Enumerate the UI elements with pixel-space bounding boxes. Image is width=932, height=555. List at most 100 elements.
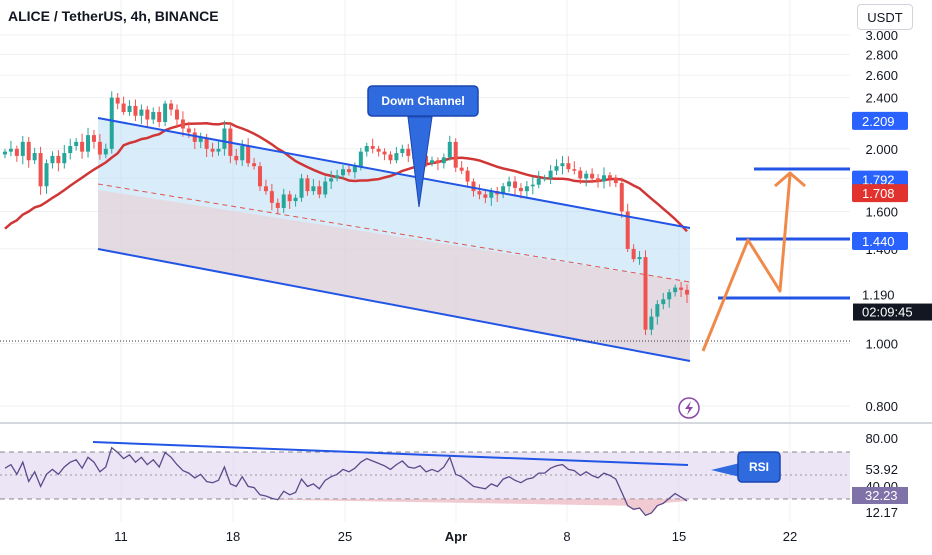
candle [14,145,19,162]
candle [38,146,43,195]
rsi-label: RSI [749,460,769,474]
candle [667,289,672,308]
candle [198,132,203,149]
rsi-pane: RSI [0,441,850,517]
candle [477,184,482,200]
price-badge-label: 1.792 [862,173,895,188]
candle [453,138,458,173]
candle [91,129,96,149]
candle [447,135,452,161]
candle [441,153,446,169]
price-tick-label: 1.000 [865,336,898,351]
rsi-level-label: 32.23 [865,488,898,503]
candle [216,140,221,156]
price-badge-moving-average: 1.708 [852,184,908,203]
time-tick-label: 18 [226,529,240,544]
time-tick-label: 8 [563,529,570,544]
rsi-level-label: 12.17 [865,505,898,520]
price-tick-label: 2.000 [865,142,898,157]
price-badge-label: 1.440 [862,234,895,249]
candle [435,157,440,171]
candle [655,300,660,325]
candle [50,151,55,169]
candle [637,251,642,265]
candle [169,99,174,116]
candle [234,148,239,165]
candle [341,165,346,179]
candle [269,183,274,211]
price-badge-last-price: 1.190 02:09:45 [853,285,932,321]
candle [685,284,689,303]
candle [26,137,31,168]
candle [560,156,565,175]
rsi-current-badge [852,487,908,504]
candle [370,138,375,154]
candle [281,188,286,214]
candle [524,181,529,199]
candle [530,176,535,195]
candle [388,151,393,165]
lightning-icon[interactable] [678,397,700,419]
candle [311,179,316,195]
chart-title: ALICE / TetherUS, 4h, BINANCE [8,8,219,24]
channel-lower-bound [97,248,691,362]
candle [86,127,91,158]
price-badge-label: 1.708 [862,186,895,201]
channel-upper-bound [97,117,691,229]
projected-arrowhead [774,171,806,188]
candle [572,161,577,175]
candle [661,292,666,310]
down-channel-label: Down Channel [381,94,464,108]
time-axis[interactable]: 11 18 25 Apr 8 15 22 [114,529,797,544]
price-tick-label: 3.000 [865,28,898,43]
down-channel-callout[interactable]: Down Channel [367,85,479,208]
candle [121,96,126,115]
candle [335,169,340,182]
candle [590,168,595,184]
candle [174,104,179,128]
candle [625,203,630,253]
candle [133,99,138,121]
candle [210,142,215,158]
price-axis[interactable]: 3.0002.8002.6002.4002.0001.8001.6001.400… [865,28,898,414]
candle [145,106,150,127]
candle [643,250,648,336]
candle [222,120,227,156]
candle [429,156,434,167]
rsi-level-label: 80.00 [865,431,898,446]
rsi-line [4,446,688,517]
target-levels [718,167,850,300]
candle [139,104,144,125]
candle [566,156,571,173]
currency-button[interactable]: USDT [857,4,913,30]
candle [346,164,351,176]
candle [507,176,512,193]
candle [68,138,73,160]
price-tick-label: 2.600 [865,68,898,83]
time-tick-label: Apr [445,529,467,544]
price-badge-label: 2.209 [862,114,895,129]
candle [631,244,636,263]
candle [163,100,168,127]
candle [406,143,411,163]
candle [293,194,298,207]
candle [287,190,292,209]
candle [115,93,120,110]
candle [619,177,624,218]
candle [299,173,304,202]
candle [596,174,601,188]
rsi-callout[interactable]: RSI [711,451,781,483]
rsi-divergence-line [92,441,689,466]
candle [578,167,583,185]
projected-path [701,174,792,352]
candle [382,148,387,161]
candle [263,179,268,195]
candle [317,180,322,199]
time-tick-label: 22 [783,529,797,544]
candle [400,144,405,157]
candle [62,144,67,169]
candle [323,176,328,198]
